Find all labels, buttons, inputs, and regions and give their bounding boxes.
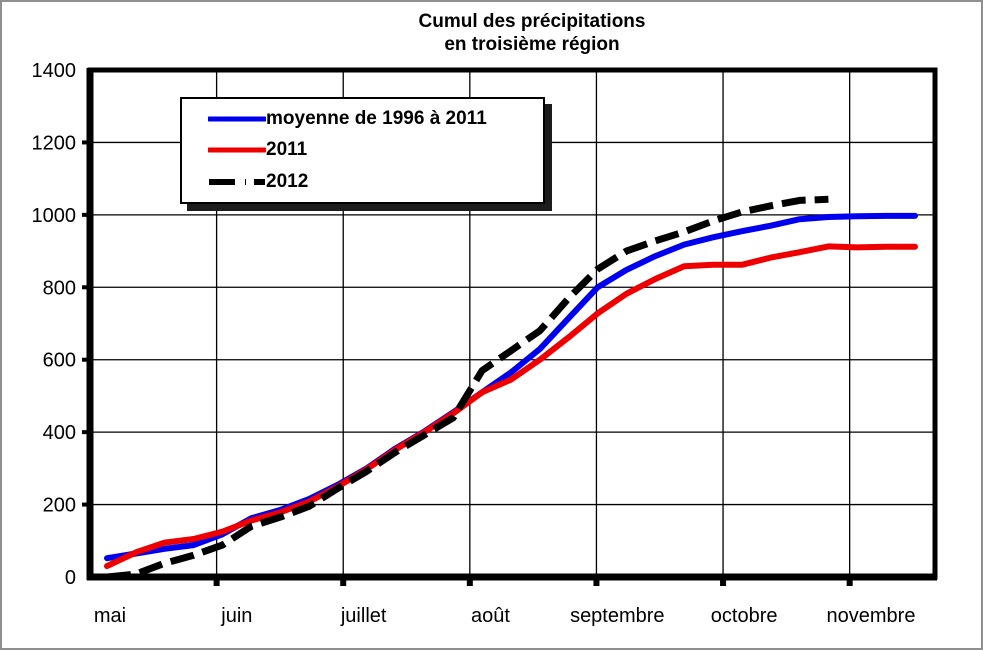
legend-label-2012: 2012 (266, 171, 309, 193)
series-line-moyenne (104, 212, 918, 562)
x-month-label: mai (94, 605, 126, 627)
y-tick-label: 200 (43, 495, 76, 517)
x-month-label: octobre (711, 605, 778, 627)
legend-line-sample-2011 (208, 147, 266, 153)
x-month-label: juin (220, 605, 252, 627)
chart-title-line1: Cumul des précipitations (418, 11, 646, 32)
x-month-label: juillet (340, 605, 387, 627)
chart-legend: moyenne de 1996 à 2011 2011 2012 (180, 97, 545, 204)
legend-label-moyenne: moyenne de 1996 à 2011 (266, 107, 487, 129)
legend-item-2011: 2011 (208, 135, 543, 165)
chart-title: Cumul des précipitations en troisième ré… (102, 10, 962, 56)
y-tick-label: 1200 (32, 132, 77, 154)
y-tick-label: 1000 (32, 205, 77, 227)
series-line-2011 (104, 243, 918, 570)
x-month-label: août (471, 605, 510, 627)
chart-title-line2: en troisième région (444, 34, 620, 55)
legend-item-2012: 2012 (208, 167, 543, 197)
y-tick-label: 1400 (32, 60, 77, 82)
legend-line-sample-moyenne (208, 116, 266, 122)
legend-item-moyenne: moyenne de 1996 à 2011 (208, 104, 543, 134)
x-month-label: septembre (570, 605, 665, 627)
legend-label-2011: 2011 (266, 139, 308, 161)
series-line-2012 (106, 195, 829, 581)
y-tick-label: 800 (43, 277, 76, 299)
legend-line-sample-2012 (209, 179, 265, 186)
y-tick-label: 0 (65, 567, 76, 589)
x-month-label: novembre (827, 605, 916, 627)
y-tick-label: 400 (43, 422, 76, 444)
y-tick-label: 600 (43, 350, 76, 372)
